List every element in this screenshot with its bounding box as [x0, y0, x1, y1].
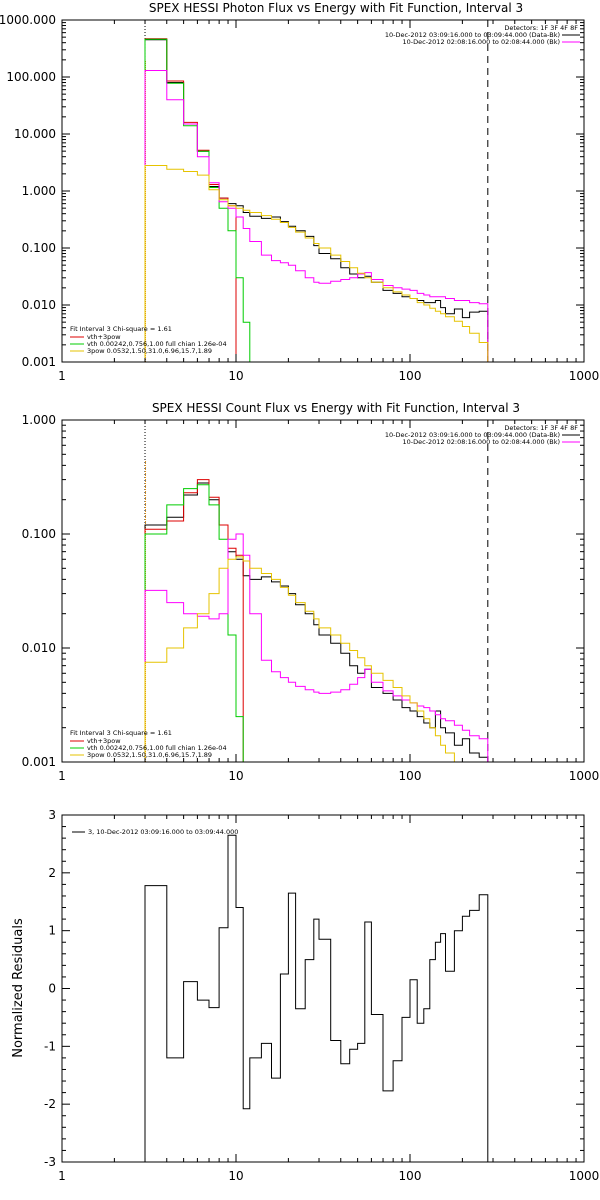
residuals-x-tick-label: 10: [228, 1169, 243, 1183]
count-flux-x-ticks: 1 10 100 1000: [58, 420, 599, 783]
photon-flux-y-tick-label: 1000.000: [0, 13, 56, 27]
residuals-x-tick-label: 1: [58, 1169, 66, 1183]
photon-flux-plot-frame: [61, 19, 585, 363]
photon-flux-fit-entry-3pow: 3pow 0.0532,1.50,31.0,6.96,15.7,1.89: [87, 347, 212, 355]
residuals-plot-frame: [61, 814, 585, 1163]
residuals-black-series: [144, 834, 489, 1162]
count-flux-data-interval-label: 10-Dec-2012 03:09:16.000 to 03:09:44.000…: [385, 431, 560, 439]
photon-flux-title: SPEX HESSI Photon Flux vs Energy with Fi…: [149, 1, 523, 15]
count-flux-y-tick-label: 0.100: [22, 527, 56, 541]
count-flux-y-tick-label: 0.010: [22, 641, 56, 655]
photon-flux-red-series: [144, 38, 237, 362]
residuals-y-tick-label: 0: [48, 982, 56, 996]
photon-flux-x-tick-label: 10: [228, 369, 243, 383]
photon-flux-y-tick-label: 100.000: [6, 70, 56, 84]
count-flux-green-series: [144, 484, 250, 762]
residuals-y-axis-label: Normalized Residuals: [11, 918, 26, 1058]
residuals-x-tick-label: 1000: [569, 1169, 600, 1183]
count-flux-y-ticks: 0.001 0.010 0.100 1.000: [22, 413, 584, 769]
residuals-y-tick-label: 3: [48, 808, 56, 822]
count-flux-y-tick-label: 1.000: [22, 413, 56, 427]
count-flux-black-series: [144, 482, 489, 762]
photon-flux-y-tick-label: 0.001: [22, 355, 56, 369]
photon-flux-y-tick-label: 1.000: [22, 184, 56, 198]
count-flux-fit-header: Fit Interval 3 Chi-square = 1.61: [70, 729, 172, 737]
photon-flux-panel: SPEX HESSI Photon Flux vs Energy with Fi…: [0, 1, 599, 383]
photon-flux-fit-entry-total: vth+3pow: [87, 333, 121, 341]
count-flux-x-tick-label: 1000: [569, 769, 600, 783]
photon-flux-fit-entry-vth: vth 0.00242,0.756,1.00 full chian 1.26e-…: [87, 340, 227, 348]
residuals-series-group: [144, 834, 489, 1162]
count-flux-yellow-series: [144, 556, 488, 762]
residuals-y-tick-label: 1: [48, 924, 56, 938]
count-flux-fit-entry-3pow: 3pow 0.0532,1.50,31.0,6.96,15.7,1.89: [87, 751, 212, 759]
residuals-x-ticks: 1 10 100 1000: [58, 815, 599, 1183]
photon-flux-yellow-series: [144, 165, 489, 362]
count-flux-x-tick-label: 10: [228, 769, 243, 783]
count-flux-plot-frame: [61, 419, 585, 763]
residuals-y-ticks: -3 -2 -1 0 1 2 3: [44, 808, 584, 1169]
photon-flux-info-legend: Detectors: 1F 3F 4F 8F 10-Dec-2012 03:09…: [385, 24, 580, 46]
count-flux-series-group: [144, 420, 489, 762]
count-flux-panel: SPEX HESSI Count Flux vs Energy with Fit…: [22, 401, 600, 783]
count-flux-x-tick-label: 100: [399, 769, 422, 783]
count-flux-x-tick-label: 1: [58, 769, 66, 783]
photon-flux-magenta-series: [144, 70, 489, 362]
count-flux-fit-legend: Fit Interval 3 Chi-square = 1.61 vth+3po…: [70, 729, 227, 759]
photon-flux-black-series: [144, 39, 489, 362]
count-flux-title: SPEX HESSI Count Flux vs Energy with Fit…: [152, 401, 520, 415]
photon-flux-y-tick-label: 10.000: [14, 127, 56, 141]
photon-flux-x-tick-label: 1000: [569, 369, 600, 383]
residuals-y-tick-label: -2: [44, 1097, 56, 1111]
residuals-y-tick-label: 2: [48, 866, 56, 880]
residuals-y-tick-label: -3: [44, 1155, 56, 1169]
photon-flux-series-group: [144, 20, 489, 362]
photon-flux-x-tick-label: 1: [58, 369, 66, 383]
photon-flux-detectors-label: Detectors: 1F 3F 4F 8F: [504, 24, 578, 32]
photon-flux-y-tick-label: 0.100: [22, 241, 56, 255]
photon-flux-bk-interval-label: 10-Dec-2012 02:08:16.000 to 02:08:44.000…: [403, 38, 561, 46]
count-flux-magenta-series: [144, 533, 489, 762]
count-flux-y-tick-label: 0.001: [22, 755, 56, 769]
photon-flux-y-ticks: 0.001 0.010 0.100 1.000 10.000 100.000 1000.00…: [0, 13, 584, 369]
photon-flux-x-ticks: 1 10 100 1000: [58, 20, 599, 383]
photon-flux-x-tick-label: 100: [399, 369, 422, 383]
count-flux-fit-entry-total: vth+3pow: [87, 737, 121, 745]
photon-flux-fit-header: Fit Interval 3 Chi-square = 1.61: [70, 325, 172, 333]
residuals-x-tick-label: 100: [399, 1169, 422, 1183]
photon-flux-y-tick-label: 0.010: [22, 298, 56, 312]
count-flux-fit-entry-vth: vth 0.00242,0.756,1.00 full chian 1.26e-…: [87, 744, 227, 752]
photon-flux-fit-legend: Fit Interval 3 Chi-square = 1.61 vth+3po…: [70, 325, 227, 355]
residuals-legend-label: 3, 10-Dec-2012 03:09:16.000 to 03:09:44.…: [88, 828, 238, 836]
photon-flux-green-series: [144, 38, 251, 362]
count-flux-detectors-label: Detectors: 1F 3F 4F 8F: [504, 424, 578, 432]
photon-flux-data-interval-label: 10-Dec-2012 03:09:16.000 to 03:09:44.000…: [385, 31, 560, 39]
count-flux-bk-interval-label: 10-Dec-2012 02:08:16.000 to 02:08:44.000…: [403, 438, 561, 446]
count-flux-info-legend: Detectors: 1F 3F 4F 8F 10-Dec-2012 03:09…: [385, 424, 580, 446]
residuals-panel: 1 10 100 1000 -3 -2 -1 0 1 2 3 Normalized Residua…: [11, 808, 599, 1183]
residuals-y-tick-label: -1: [44, 1039, 56, 1053]
